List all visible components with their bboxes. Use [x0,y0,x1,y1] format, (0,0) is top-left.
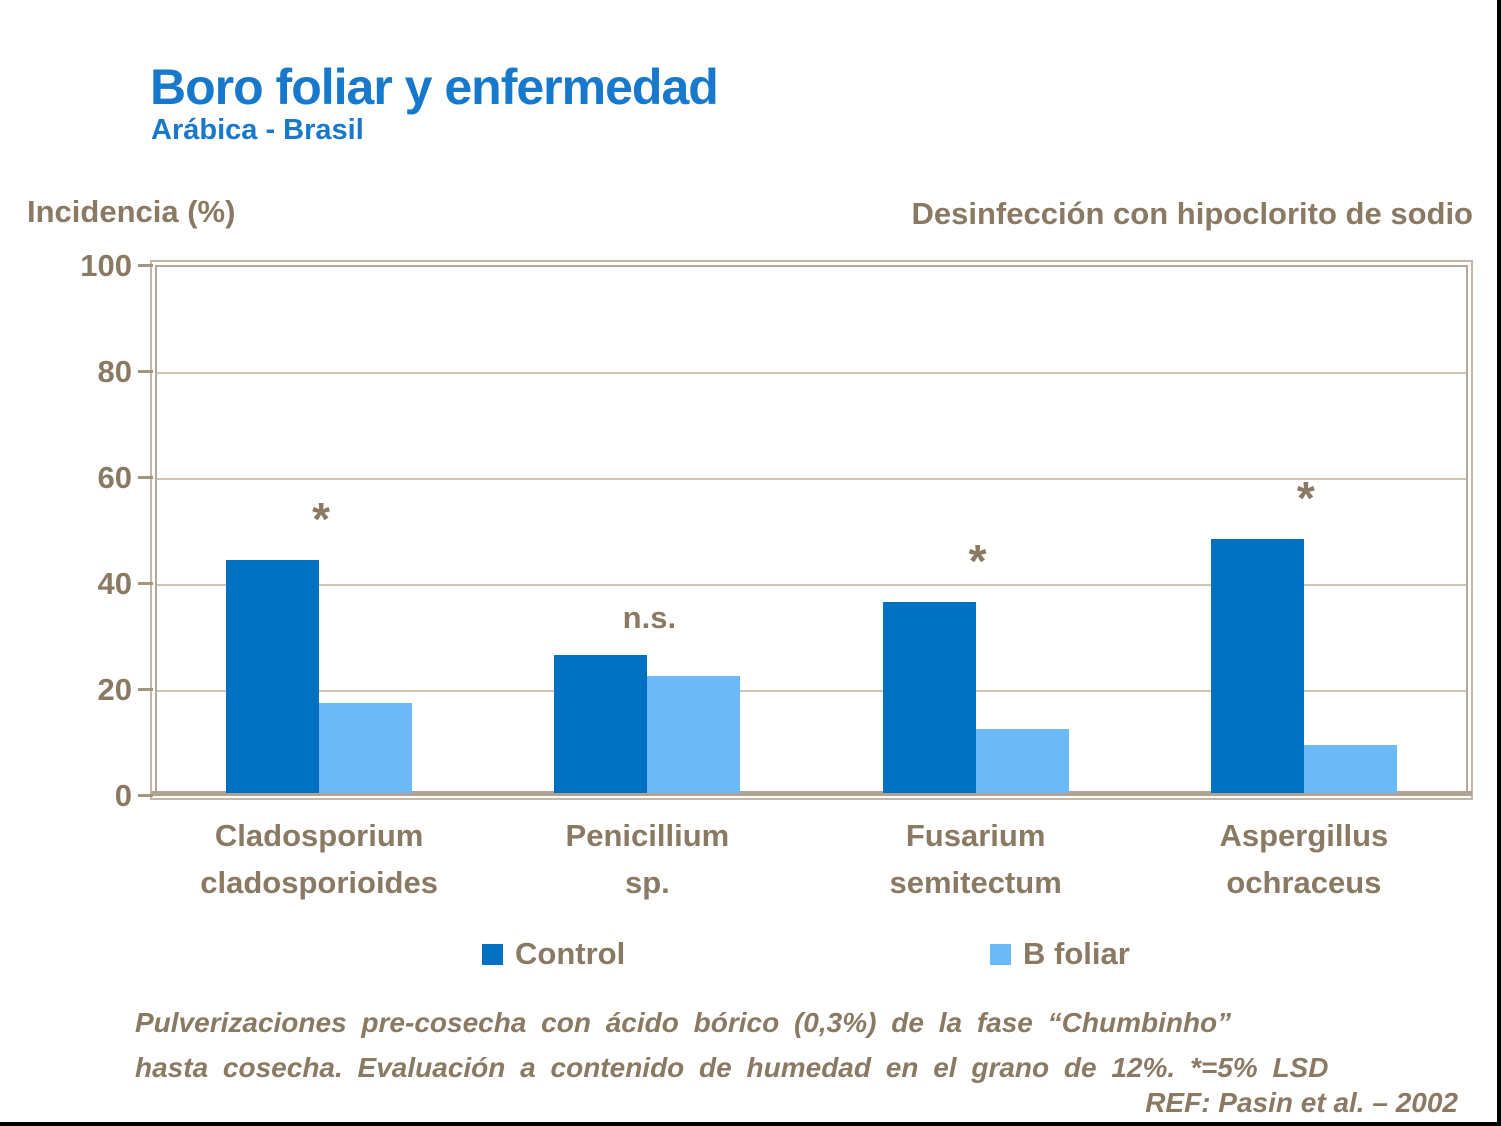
category-label-1: Cladosporium cladosporioides [155,812,483,906]
significance-label-2: n.s. [622,600,677,636]
category-label-line: ochraceus [1226,865,1382,900]
legend-label-control: Control [515,936,626,971]
category-label-2: Penicillium sp. [483,812,811,906]
control-swatch [482,943,503,965]
bar-control-3 [882,602,976,793]
y-tick-60 [138,476,153,479]
category-label-line: Fusarium [905,818,1046,853]
category-label-line: Aspergillus [1219,818,1389,853]
y-tick-label-0: 0 [114,778,132,813]
footnote-line-1: Pulverizaciones pre-cosecha con ácido bó… [135,1007,1232,1038]
chart-plot-area: * n.s. * * [150,260,1473,800]
significance-label-1: * [312,492,331,545]
x-axis-baseline [151,791,1472,796]
gridline-40 [157,584,1466,586]
legend-label-bfoliar: B foliar [1023,936,1130,971]
category-label-line: cladosporioides [200,865,438,900]
bar-bfoliar-2 [647,676,741,793]
gridline-60 [157,478,1466,480]
bar-bfoliar-3 [975,729,1069,793]
category-label-4: Aspergillus ochraceus [1140,812,1468,906]
legend-item-control: Control [482,936,625,972]
bfoliar-swatch [990,943,1011,965]
footnote-line-2: hasta cosecha. Evaluación a contenido de… [135,1052,1329,1083]
y-tick-label-100: 100 [80,248,132,283]
y-tick-label-20: 20 [97,672,132,707]
y-tick-0 [138,794,153,797]
category-label-line: semitectum [889,865,1062,900]
gridline-20 [157,690,1466,692]
legend-item-bfoliar: B foliar [990,936,1130,972]
gridline-80 [157,372,1466,374]
bar-control-1 [226,559,320,793]
y-tick-40 [138,582,153,585]
bar-control-4 [1210,538,1304,793]
y-tick-label-80: 80 [97,354,132,389]
y-tick-100 [138,264,153,267]
y-tick-20 [138,688,153,691]
y-tick-label-60: 60 [97,460,132,495]
y-tick-80 [138,370,153,373]
category-label-line: sp. [624,865,670,900]
significance-label-4: * [1296,471,1315,524]
disinfection-header: Desinfección con hipoclorito de sodio [911,196,1474,231]
category-label-3: Fusarium semitectum [812,812,1140,906]
page-subtitle: Arábica - Brasil [151,114,364,146]
page-title: Boro foliar y enfermedad [150,59,719,115]
bar-bfoliar-1 [319,702,413,793]
category-label-line: Cladosporium [214,818,424,853]
bar-bfoliar-4 [1303,745,1397,793]
significance-label-3: * [968,535,987,588]
y-tick-label-40: 40 [97,566,132,601]
bar-control-2 [554,655,648,793]
y-axis-title: Incidencia (%) [27,194,236,229]
footnote: Pulverizaciones pre-cosecha con ácido bó… [135,1000,1455,1090]
reference-citation: REF: Pasin et al. – 2002 [1145,1087,1458,1118]
category-label-line: Penicillium [565,818,730,853]
